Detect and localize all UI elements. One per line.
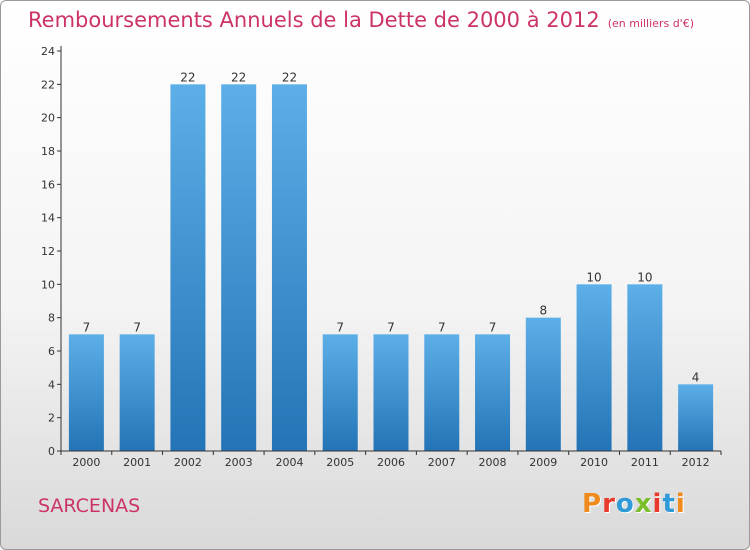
brand-letter: o — [615, 489, 635, 519]
x-tick-label: 2006 — [377, 456, 405, 469]
data-label-2005: 7 — [336, 320, 344, 334]
bar-2000 — [68, 334, 104, 451]
chart-unit: (en milliers d'€) — [607, 17, 694, 30]
data-label-2000: 7 — [83, 320, 91, 334]
x-tick-label: 2004 — [275, 456, 303, 469]
bar-2011 — [627, 284, 663, 451]
y-tick-label: 6 — [48, 345, 55, 358]
data-label-2002: 22 — [180, 70, 195, 84]
brand-logo: Proxiti — [582, 489, 686, 519]
bar-2008 — [475, 334, 511, 451]
y-tick-label: 2 — [48, 412, 55, 425]
y-tick-label: 0 — [48, 445, 55, 458]
bar-2003 — [221, 84, 257, 451]
y-tick-label: 4 — [48, 378, 55, 391]
x-tick-label: 2000 — [72, 456, 100, 469]
bar-2010 — [576, 284, 612, 451]
y-tick-label: 24 — [41, 45, 55, 58]
commune-name: SARCENAS — [38, 495, 141, 517]
x-tick-label: 2001 — [123, 456, 151, 469]
y-tick-label: 10 — [41, 278, 55, 291]
data-label-2008: 7 — [489, 320, 497, 334]
y-tick-label: 20 — [41, 112, 55, 125]
y-tick-label: 18 — [41, 145, 55, 158]
y-tick-label: 8 — [48, 312, 55, 325]
data-label-2007: 7 — [438, 320, 446, 334]
y-tick-label: 16 — [41, 178, 55, 191]
brand-letter: t — [662, 489, 676, 519]
bar-2001 — [119, 334, 155, 451]
x-tick-label: 2007 — [428, 456, 456, 469]
brand-letter: i — [675, 489, 686, 519]
bar-2004 — [271, 84, 307, 451]
x-tick-label: 2005 — [326, 456, 354, 469]
x-tick-label: 2002 — [174, 456, 202, 469]
bar-2009 — [525, 317, 561, 451]
y-tick-label: 12 — [41, 245, 55, 258]
brand-letter: x — [634, 489, 653, 519]
brand-letter: i — [652, 489, 663, 519]
data-label-2003: 22 — [231, 70, 246, 84]
brand-letter: r — [602, 489, 616, 519]
chart-title: Remboursements Annuels de la Dette de 20… — [28, 8, 694, 32]
x-tick-label: 2008 — [479, 456, 507, 469]
y-tick-label: 22 — [41, 78, 55, 91]
data-label-2011: 10 — [637, 270, 652, 284]
data-label-2001: 7 — [133, 320, 141, 334]
bar-2005 — [322, 334, 358, 451]
data-label-2004: 22 — [282, 70, 297, 84]
x-tick-label: 2010 — [580, 456, 608, 469]
x-tick-label: 2003 — [225, 456, 253, 469]
chart-title-text: Remboursements Annuels de la Dette de 20… — [28, 8, 600, 32]
x-tick-label: 2009 — [529, 456, 557, 469]
bar-2007 — [424, 334, 460, 451]
data-label-2010: 10 — [586, 270, 601, 284]
data-label-2012: 4 — [692, 370, 700, 384]
data-label-2009: 8 — [539, 304, 547, 318]
y-tick-label: 14 — [41, 212, 55, 225]
bar-2002 — [170, 84, 206, 451]
brand-letter: P — [582, 489, 603, 519]
data-label-2006: 7 — [387, 320, 395, 334]
bar-2006 — [373, 334, 409, 451]
x-tick-label: 2011 — [631, 456, 659, 469]
x-tick-label: 2012 — [682, 456, 710, 469]
bar-2012 — [678, 384, 714, 451]
